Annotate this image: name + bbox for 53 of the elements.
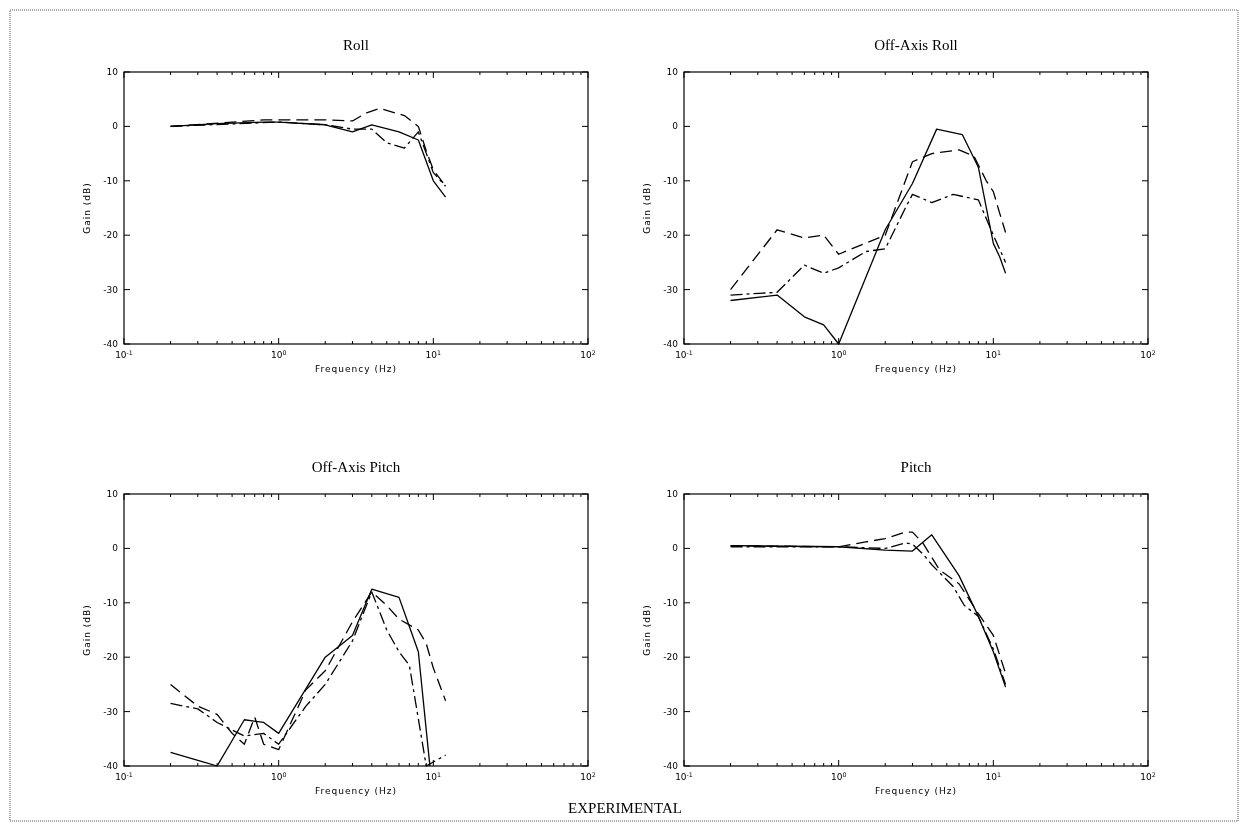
y-tick-label: -20 <box>103 230 119 241</box>
chart-title: Off-Axis Pitch <box>311 459 401 475</box>
y-tick-label: -30 <box>663 284 679 295</box>
y-tick-label: 0 <box>672 121 679 132</box>
y-tick-label: 0 <box>112 543 119 554</box>
chart-title: Pitch <box>900 459 932 475</box>
y-tick-label: -10 <box>663 175 679 186</box>
x-axis-title: Frequency (Hz) <box>875 786 957 796</box>
y-tick-label: -20 <box>663 230 679 241</box>
x-tick-label: 10$^{0}$ <box>270 770 287 782</box>
x-tick-label: 10$^{-1}$ <box>115 348 133 360</box>
x-tick-label: 10$^{1}$ <box>425 348 442 360</box>
x-tick-label: 10$^{-1}$ <box>675 770 693 782</box>
x-tick-label: 10$^{1}$ <box>985 348 1002 360</box>
y-tick-label: 10 <box>666 67 679 77</box>
y-tick-label: -10 <box>103 175 119 186</box>
x-tick-label: 10$^{2}$ <box>1140 770 1156 782</box>
y-tick-label: -40 <box>663 761 679 771</box>
y-tick-label: -40 <box>103 339 119 349</box>
x-tick-label: 10$^{2}$ <box>580 770 596 782</box>
y-tick-label: 10 <box>106 489 119 499</box>
chart-title: Roll <box>343 37 369 53</box>
y-axis-title: Gain (dB) <box>642 604 652 656</box>
x-tick-label: 10$^{1}$ <box>985 770 1002 782</box>
chart-title: Off-Axis Roll <box>874 37 958 53</box>
x-axis-title: Frequency (Hz) <box>315 786 397 796</box>
x-tick-label: 10$^{0}$ <box>270 348 287 360</box>
y-tick-label: -40 <box>663 339 679 349</box>
y-axis-title: Gain (dB) <box>82 182 92 234</box>
x-tick-label: 10$^{2}$ <box>580 348 596 360</box>
x-axis-title: Frequency (Hz) <box>315 364 397 374</box>
y-tick-label: 10 <box>666 489 679 499</box>
x-axis-title: Frequency (Hz) <box>875 364 957 374</box>
y-tick-label: -20 <box>103 652 119 663</box>
y-tick-label: -30 <box>103 284 119 295</box>
x-tick-label: 10$^{0}$ <box>830 348 847 360</box>
text: EXPERIMENTAL <box>568 800 682 816</box>
y-tick-label: 0 <box>112 121 119 132</box>
y-tick-label: 10 <box>106 67 119 77</box>
x-tick-label: 10$^{1}$ <box>425 770 442 782</box>
y-tick-label: 0 <box>672 543 679 554</box>
x-tick-label: 10$^{2}$ <box>1140 348 1156 360</box>
y-tick-label: -10 <box>103 597 119 608</box>
x-tick-label: 10$^{0}$ <box>830 770 847 782</box>
y-axis-title: Gain (dB) <box>82 604 92 656</box>
y-tick-label: -40 <box>103 761 119 771</box>
x-tick-label: 10$^{-1}$ <box>115 770 133 782</box>
y-axis-title: Gain (dB) <box>642 182 652 234</box>
y-tick-label: -10 <box>663 597 679 608</box>
y-tick-label: -30 <box>103 706 119 717</box>
y-tick-label: -30 <box>663 706 679 717</box>
y-tick-label: -20 <box>663 652 679 663</box>
x-tick-label: 10$^{-1}$ <box>675 348 693 360</box>
